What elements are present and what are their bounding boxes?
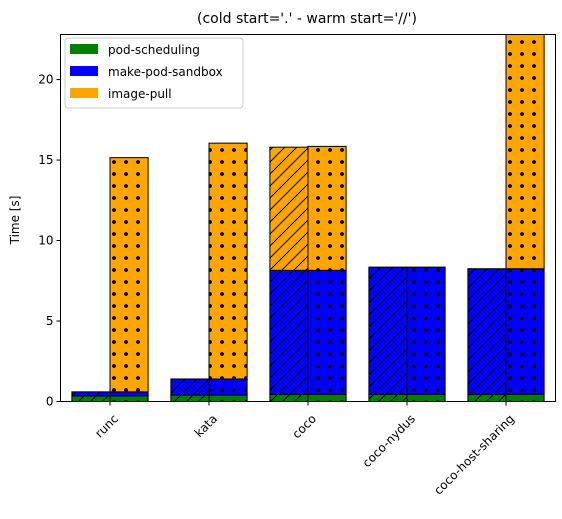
bar-runc-warm-pod-scheduling-hatch: [72, 396, 110, 402]
legend-label-make-pod-sandbox: make-pod-sandbox: [108, 65, 223, 79]
bar-coco-cold-make-pod-sandbox-hatch: [308, 270, 346, 394]
bar-coco-nydus-warm-make-pod-sandbox-hatch: [369, 267, 407, 394]
bar-coco-nydus-cold-pod-scheduling-hatch: [407, 394, 445, 401]
bar-coco-warm-make-pod-sandbox-hatch: [270, 270, 308, 394]
bar-runc-cold-make-pod-sandbox-hatch: [110, 392, 148, 396]
bar-coco-warm-pod-scheduling-hatch: [270, 394, 308, 401]
bar-coco-host-sharing-warm-pod-scheduling-hatch: [468, 394, 506, 401]
y-tick-label: 20: [38, 73, 53, 87]
legend-swatch-image-pull: [70, 88, 98, 98]
bar-coco-host-sharing-cold-pod-scheduling-hatch: [506, 394, 544, 401]
legend: pod-scheduling make-pod-sandbox image-pull: [65, 38, 243, 108]
bar-coco-nydus-cold-make-pod-sandbox-hatch: [407, 267, 445, 394]
bar-runc-cold-image-pull-hatch: [110, 158, 148, 392]
legend-swatch-pod-scheduling: [70, 44, 98, 54]
y-tick-label: 15: [38, 153, 53, 167]
y-axis-label: Time [s]: [8, 196, 22, 246]
bar-kata-cold-make-pod-sandbox-hatch: [209, 379, 247, 395]
bar-coco-host-sharing-cold-image-pull-hatch: [506, 34, 544, 269]
x-tick-label: coco-nydus: [360, 412, 418, 470]
y-axis: 0 5 10 15 20: [38, 73, 60, 409]
bar-coco-warm-image-pull-hatch: [270, 147, 308, 270]
bar-kata-cold-pod-scheduling-hatch: [209, 395, 247, 401]
x-tick-label: coco-host-sharing: [431, 412, 517, 498]
y-tick-label: 0: [46, 395, 54, 409]
x-tick-label: kata: [192, 412, 220, 440]
y-tick-label: 5: [46, 314, 54, 328]
bar-kata-warm-make-pod-sandbox-hatch: [171, 379, 209, 395]
legend-swatch-make-pod-sandbox: [70, 66, 98, 76]
bar-runc-warm-make-pod-sandbox-hatch: [72, 392, 110, 396]
bar-coco-cold-pod-scheduling-hatch: [308, 394, 346, 401]
bar-runc-cold-pod-scheduling-hatch: [110, 396, 148, 402]
bar-coco-nydus-warm-pod-scheduling-hatch: [369, 394, 407, 401]
bar-kata-cold-image-pull-hatch: [209, 143, 247, 379]
bar-kata-warm-pod-scheduling-hatch: [171, 395, 209, 401]
y-tick-label: 10: [38, 234, 53, 248]
bar-coco-host-sharing-warm-make-pod-sandbox-hatch: [468, 269, 506, 395]
legend-label-pod-scheduling: pod-scheduling: [108, 43, 200, 57]
x-tick-label: coco: [289, 412, 319, 442]
chart-title: (cold start='.' - warm start='//'): [197, 11, 417, 27]
x-axis: runc kata coco coco-nydus coco-host-sharing: [92, 402, 517, 498]
bar-coco-cold-image-pull-hatch: [308, 146, 346, 270]
legend-label-image-pull: image-pull: [108, 87, 172, 101]
bar-coco-host-sharing-cold-make-pod-sandbox-hatch: [506, 269, 544, 395]
x-tick-label: runc: [92, 412, 121, 441]
